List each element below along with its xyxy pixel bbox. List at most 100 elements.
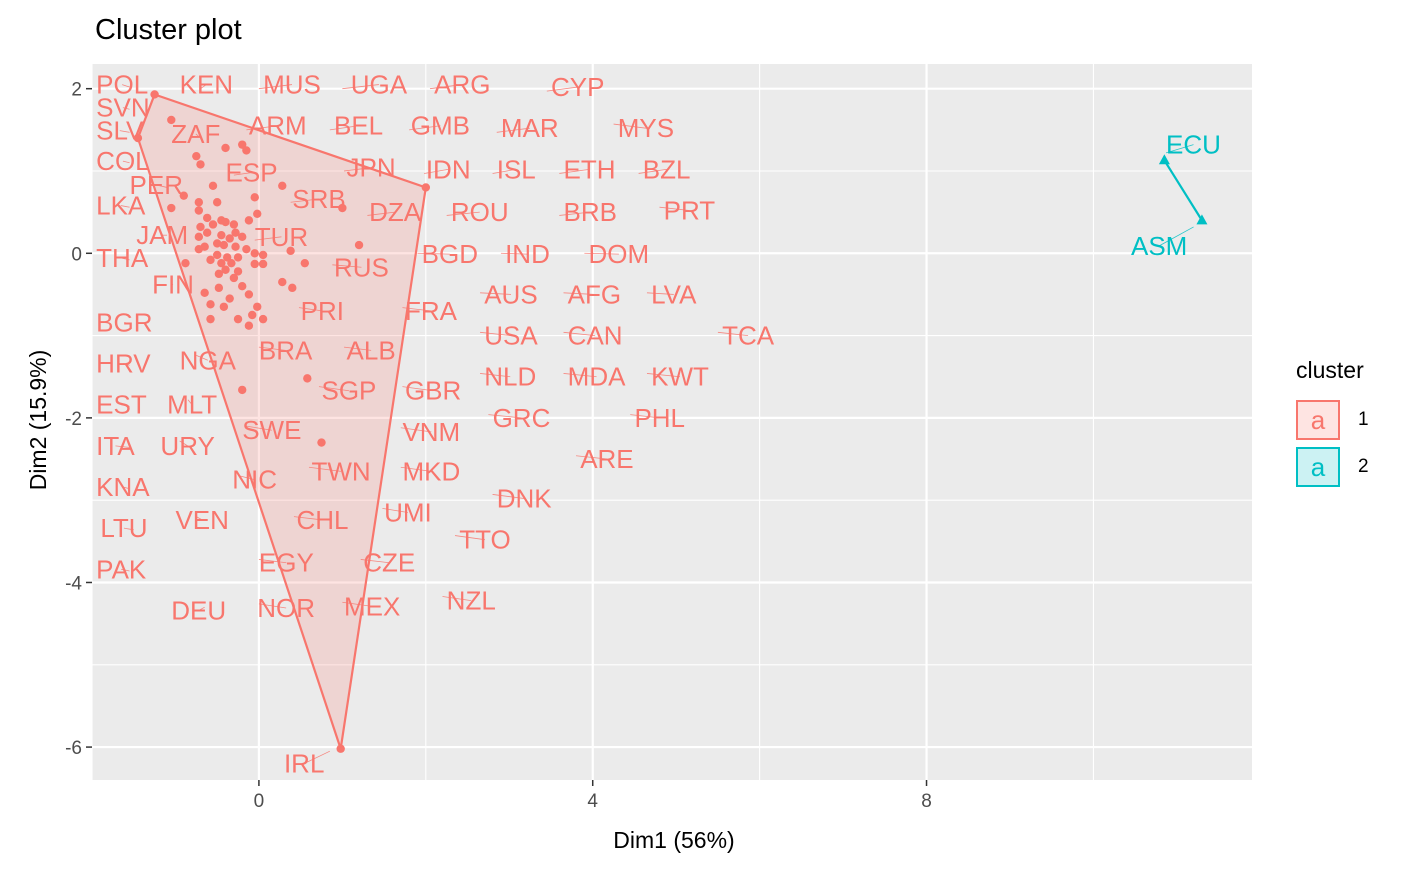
- leader-line-srb: [290, 198, 320, 203]
- point-label-hrv: HRV: [96, 349, 151, 379]
- data-point-cluster-1: [242, 244, 251, 254]
- leader-line-prt: [659, 206, 690, 211]
- point-label-mda: MDA: [568, 362, 626, 392]
- leader-line-gmb: [409, 125, 441, 131]
- leader-line-tca: [717, 331, 749, 336]
- point-label-bgd: BGD: [422, 239, 478, 269]
- leader-line-ken: [200, 84, 207, 90]
- point-label-irl: IRL: [284, 749, 324, 779]
- point-label-gmb: GMB: [411, 111, 470, 141]
- axes: 0 4 8 2 0 -2 -4 -6: [65, 80, 932, 812]
- point-label-egy: EGY: [259, 548, 314, 578]
- data-point-cluster-1: [212, 239, 222, 248]
- data-point-cluster-1: [212, 198, 222, 207]
- data-point-cluster-1: [179, 191, 188, 200]
- point-label-lva: LVA: [651, 279, 697, 309]
- leader-line-umi: [382, 508, 408, 513]
- point-label-swe: SWE: [242, 415, 301, 445]
- leader-line-ita: [115, 445, 130, 448]
- legend-label-2: 2: [1358, 455, 1369, 477]
- point-label-tha: THA: [96, 243, 149, 273]
- data-point-cluster-1: [231, 228, 240, 237]
- legend-title: cluster: [1296, 357, 1364, 383]
- leader-line-can: [563, 331, 596, 336]
- data-point-cluster-1: [244, 216, 254, 225]
- data-point-cluster-1: [212, 250, 222, 260]
- data-point-cluster-1: [217, 258, 226, 268]
- leader-line-nld: [480, 373, 511, 378]
- point-label-rus: RUS: [334, 252, 389, 282]
- leader-line-nor: [258, 603, 287, 609]
- point-label-umi: UMI: [384, 498, 432, 528]
- data-point-cluster-1: [227, 258, 236, 268]
- leader-line-nga: [196, 354, 208, 361]
- point-label-idn: IDN: [426, 154, 471, 184]
- leader-line-est: [121, 404, 130, 407]
- leader-line-nic: [237, 475, 255, 480]
- data-point-cluster-1: [244, 290, 254, 299]
- y-tick-label: -4: [65, 573, 82, 594]
- leader-line-ind: [500, 252, 528, 255]
- point-label-nld: NLD: [484, 362, 536, 392]
- leader-line-bra: [258, 346, 286, 351]
- leader-line-arg: [429, 84, 463, 90]
- point-label-brb: BRB: [564, 197, 617, 227]
- data-point-cluster-1: [238, 232, 247, 242]
- data-point-cluster-1: [214, 283, 224, 293]
- data-point-cluster-1: [181, 258, 190, 268]
- leader-line-dza: [367, 211, 396, 216]
- point-label-nga: NGA: [180, 345, 237, 375]
- point-label-pol: POL: [96, 70, 148, 100]
- point-label-dza: DZA: [369, 197, 422, 227]
- x-tick-label: 4: [587, 791, 598, 812]
- data-point-cluster-1: [303, 374, 312, 383]
- leader-line-bgr: [124, 322, 130, 325]
- data-point-cluster-1: [202, 228, 212, 237]
- point-label-gbr: GBR: [405, 376, 461, 406]
- point-label-isl: ISL: [497, 154, 536, 184]
- leader-line-kna: [122, 486, 130, 490]
- leader-line-mkd: [400, 466, 432, 472]
- leader-line-dnk: [492, 494, 525, 499]
- data-point-cluster-1: [200, 288, 209, 297]
- data-point-cluster-2: [1196, 214, 1208, 225]
- data-point-cluster-1: [219, 240, 229, 250]
- leader-line-brb: [559, 211, 591, 216]
- point-label-deu: DEU: [171, 595, 226, 625]
- point-label-slv: SLV: [96, 116, 144, 146]
- data-point-cluster-1: [217, 230, 226, 240]
- leader-line-mex: [342, 601, 373, 607]
- data-point-cluster-1: [150, 90, 159, 99]
- data-point-cluster-1: [206, 255, 215, 265]
- point-label-ltu: LTU: [100, 513, 147, 543]
- leader-line-ven: [196, 516, 203, 521]
- leader-line-mus: [258, 84, 293, 90]
- data-point-cluster-1: [278, 181, 287, 191]
- data-point-cluster-1: [167, 203, 176, 213]
- point-label-mar: MAR: [501, 113, 559, 143]
- leader-line-uga: [342, 84, 379, 90]
- point-label-eth: ETH: [564, 154, 616, 184]
- y-tick-label: 2: [71, 80, 82, 101]
- leader-line-deu: [198, 606, 205, 611]
- point-label-bzl: BZL: [643, 154, 691, 184]
- point-label-fin: FIN: [152, 270, 194, 300]
- point-label-uga: UGA: [351, 70, 408, 100]
- leader-line-phl: [630, 414, 660, 419]
- leader-line-isl: [492, 168, 517, 174]
- point-label-svn: SVN: [96, 93, 149, 123]
- data-point-cluster-1: [208, 181, 218, 191]
- point-label-jam: JAM: [136, 220, 188, 250]
- point-label-are: ARE: [580, 444, 633, 474]
- legend-key-2: a: [1296, 446, 1340, 487]
- leader-line-pol: [122, 84, 130, 88]
- point-label-ven: VEN: [175, 505, 228, 535]
- leader-line-chl: [293, 516, 323, 521]
- data-point-cluster-1: [338, 203, 347, 213]
- leader-line-vnm: [400, 427, 432, 433]
- point-label-mlt: MLT: [167, 390, 217, 420]
- leader-line-pak: [121, 568, 130, 572]
- point-label-cyp: CYP: [551, 72, 604, 102]
- point-label-tto: TTO: [459, 525, 511, 555]
- leader-line-tha: [122, 257, 130, 261]
